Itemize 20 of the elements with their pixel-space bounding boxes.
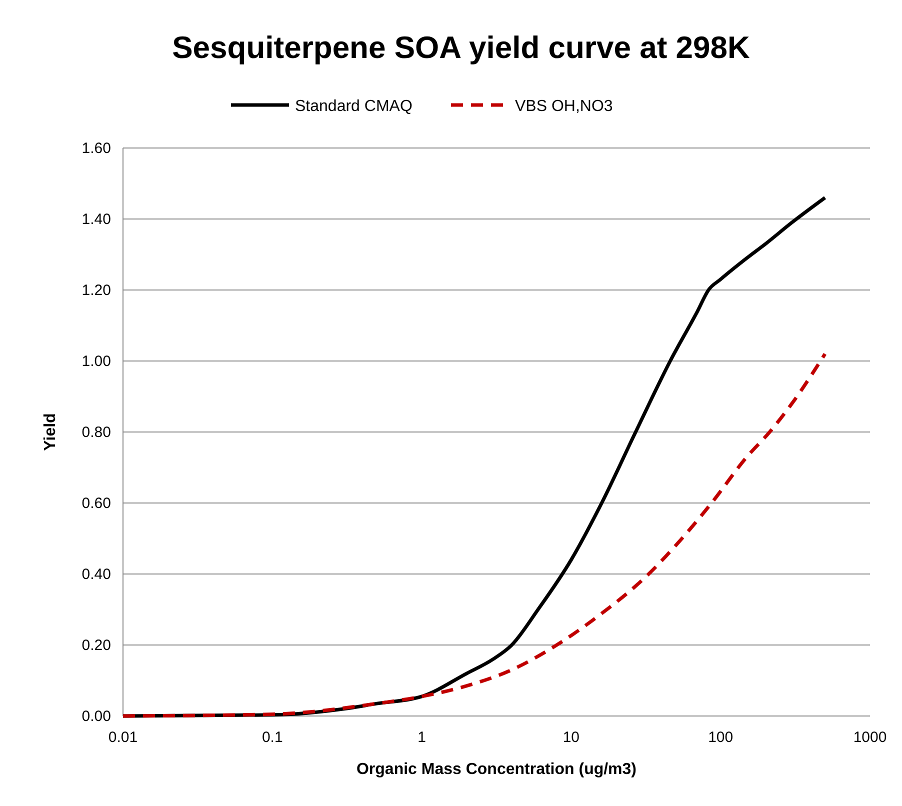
y-tick-label: 1.20 — [82, 282, 111, 299]
y-tick-label: 0.00 — [82, 708, 111, 725]
y-tick-label: 1.00 — [82, 353, 111, 370]
y-tick-label: 1.60 — [82, 140, 111, 157]
y-tick-label: 0.80 — [82, 424, 111, 441]
x-tick-label: 0.1 — [262, 729, 283, 746]
y-axis-title: Yield — [42, 413, 59, 451]
y-tick-label: 0.40 — [82, 566, 111, 583]
y-tick-label: 0.20 — [82, 637, 111, 654]
legend-label: Standard CMAQ — [295, 98, 412, 115]
x-tick-label: 100 — [708, 729, 734, 746]
x-tick-label: 10 — [562, 729, 580, 746]
y-tick-label: 0.60 — [82, 495, 111, 512]
x-tick-label: 0.01 — [108, 729, 138, 746]
x-tick-label: 1000 — [853, 729, 887, 746]
chart-title: Sesquiterpene SOA yield curve at 298K — [172, 30, 750, 65]
x-axis-title: Organic Mass Concentration (ug/m3) — [356, 761, 637, 778]
legend-label: VBS OH,NO3 — [515, 98, 613, 115]
x-tick-label: 1 — [418, 729, 426, 746]
y-tick-label: 1.40 — [82, 211, 111, 228]
